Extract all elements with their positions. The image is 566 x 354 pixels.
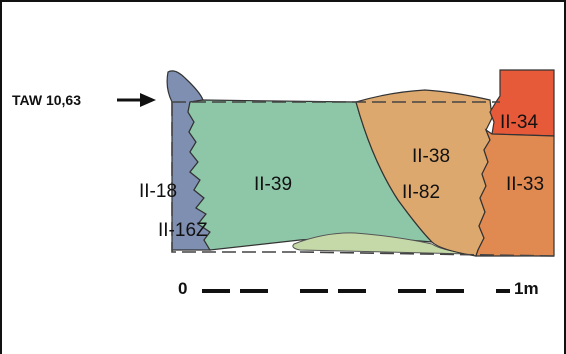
label-ii-34: II-34 xyxy=(500,112,538,133)
excavation-outline xyxy=(171,101,555,257)
label-ii-16z: II-16Z xyxy=(158,220,208,241)
label-ii-38: II-38 xyxy=(412,146,450,167)
layer-ii-34-area xyxy=(489,69,555,137)
label-ii-18: II-18 xyxy=(139,181,177,202)
label-ii-33: II-33 xyxy=(506,174,544,195)
scale-end-label: 1m xyxy=(514,279,539,298)
reference-label: TAW 10,63 xyxy=(12,92,81,108)
reference-datum: TAW 10,63 xyxy=(12,92,156,108)
scale-bar: 0 1m xyxy=(178,279,539,298)
basal-lens xyxy=(292,232,471,255)
label-ii-39: II-39 xyxy=(254,174,292,195)
label-ii-82: II-82 xyxy=(402,182,440,203)
scale-start-label: 0 xyxy=(178,279,187,298)
reference-arrow-head xyxy=(140,93,156,107)
layer-ii-33-area xyxy=(475,128,555,257)
